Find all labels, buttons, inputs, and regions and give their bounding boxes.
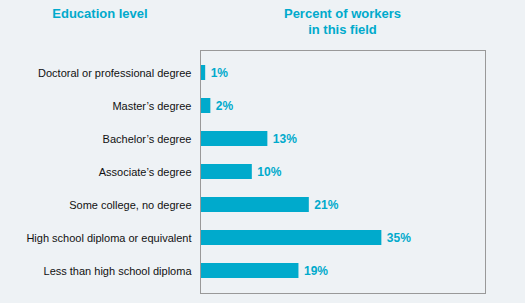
svg-text:Master’s degree: Master’s degree	[112, 100, 191, 112]
svg-text:2%: 2%	[216, 99, 234, 113]
svg-text:13%: 13%	[273, 132, 297, 146]
svg-text:21%: 21%	[314, 198, 338, 212]
svg-text:19%: 19%	[304, 264, 328, 278]
svg-text:Some college, no degree: Some college, no degree	[69, 199, 191, 211]
svg-text:Doctoral or professional degre: Doctoral or professional degree	[38, 67, 191, 79]
html-text:Percent of workers in this fie: Percent of workers in this field	[284, 6, 401, 38]
svg-text:1%: 1%	[211, 66, 229, 80]
svg-text:35%: 35%	[387, 231, 411, 245]
html-text:Education level: Education level	[52, 6, 148, 21]
svg-text:High school diploma or equival: High school diploma or equivalent	[26, 232, 191, 244]
svg-text:Less than high school diploma: Less than high school diploma	[44, 265, 193, 277]
svg-text:Associate’s degree: Associate’s degree	[99, 166, 192, 178]
svg-text:10%: 10%	[257, 165, 281, 179]
svg-text:Bachelor’s degree: Bachelor’s degree	[103, 133, 192, 145]
